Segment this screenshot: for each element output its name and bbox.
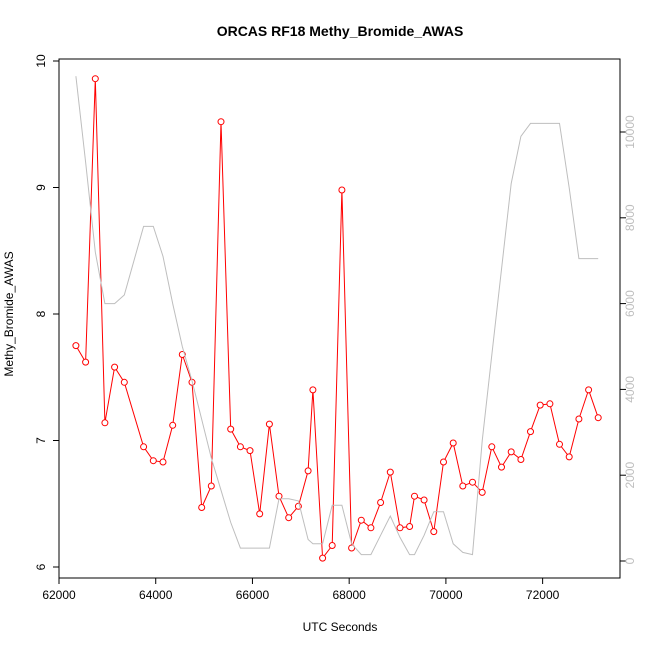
data-point (120, 378, 128, 386)
axes: 62000 64000 66000 68000 70000 72000 6 7 8 9 10 0 200… (34, 54, 637, 602)
data-point (217, 118, 225, 126)
data-point (517, 456, 525, 463)
data-point (348, 544, 356, 552)
data-point (207, 482, 215, 490)
data-point (82, 358, 90, 366)
y-tick-label: 9 (34, 184, 48, 191)
data-point (478, 488, 486, 496)
chart-marks (72, 75, 602, 562)
data-point (72, 342, 80, 350)
data-point (319, 554, 327, 562)
x-axis-label: UTC Seconds (303, 620, 378, 634)
x-tick-label: 70000 (429, 588, 463, 602)
data-point (565, 453, 573, 461)
data-point (159, 458, 167, 466)
data-point (488, 443, 496, 451)
x-tick-label: 66000 (236, 588, 270, 602)
data-point (396, 524, 404, 532)
data-point (169, 421, 177, 429)
data-point (377, 499, 385, 506)
data-point (198, 504, 206, 511)
plot-box (58, 58, 621, 579)
data-point (357, 516, 365, 524)
data-point (527, 428, 534, 436)
x-tick-label: 64000 (139, 588, 173, 602)
data-point (575, 415, 583, 423)
y2-tick-label: 8000 (623, 204, 637, 231)
chart-title: ORCAS RF18 Methy_Bromide_AWAS (217, 23, 464, 39)
x-tick-label: 72000 (526, 588, 560, 602)
data-point (594, 414, 602, 422)
y2-tick-label: 4000 (623, 376, 637, 403)
data-point (386, 468, 394, 476)
data-point (411, 492, 418, 500)
data-point (498, 463, 505, 471)
y-tick-label: 8 (34, 310, 48, 317)
data-point (585, 386, 593, 394)
data-point (111, 363, 119, 371)
data-point (556, 440, 563, 448)
data-point (459, 482, 467, 490)
data-point (236, 443, 244, 451)
data-point (406, 523, 414, 530)
data-point (536, 401, 544, 409)
y2-tick-label: 0 (623, 557, 637, 564)
data-point (140, 443, 148, 451)
data-point (285, 514, 293, 522)
data-point (367, 524, 375, 532)
data-point (338, 186, 346, 194)
data-point (304, 467, 312, 475)
data-point (440, 458, 447, 466)
x-tick-label: 68000 (332, 588, 366, 602)
x-tick-label: 62000 (42, 588, 76, 602)
data-point (149, 457, 157, 465)
data-point (546, 400, 554, 408)
data-point (265, 420, 273, 428)
data-point (328, 542, 336, 549)
data-point (91, 75, 99, 83)
data-point (420, 496, 428, 504)
y-tick-label: 7 (34, 437, 48, 444)
y2-tick-label: 2000 (623, 462, 637, 489)
data-point (469, 478, 476, 486)
data-point (507, 448, 515, 456)
data-point (256, 510, 264, 518)
y-axis-label: Methy_Bromide_AWAS (2, 251, 16, 376)
data-point (449, 439, 457, 447)
altitude-line (75, 76, 599, 556)
y-tick-label: 10 (34, 54, 48, 68)
series-line (75, 78, 599, 560)
data-point (101, 419, 109, 427)
y2-tick-label: 10000 (623, 115, 637, 149)
data-point (430, 528, 438, 536)
data-point (227, 425, 235, 433)
data-point (309, 386, 317, 394)
data-point (246, 447, 254, 455)
y-tick-label: 6 (34, 563, 48, 570)
y2-tick-label: 6000 (623, 290, 637, 317)
